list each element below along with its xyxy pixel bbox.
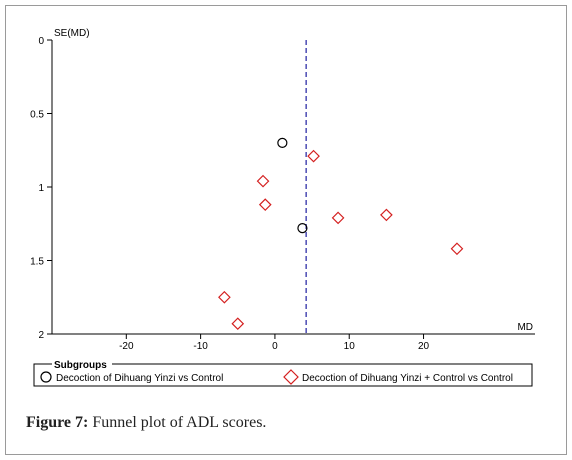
diamond-point — [256, 174, 270, 188]
y-axis-label: SE(MD) — [54, 28, 90, 39]
caption-label: Figure 7: — [26, 414, 89, 431]
x-axis-label: MD — [517, 322, 533, 333]
caption-text: Funnel plot of ADL scores. — [88, 414, 267, 431]
y-tick-label: 0.5 — [30, 110, 44, 121]
circle-point — [297, 223, 308, 234]
diamond-point — [231, 317, 245, 331]
legend-title-bg — [52, 358, 112, 370]
figure-caption: Figure 7: Funnel plot of ADL scores. — [26, 414, 266, 432]
diamond-point — [331, 211, 345, 225]
legend-circle-icon — [40, 371, 52, 383]
diamond-point — [218, 290, 231, 304]
x-tick-label: 0 — [272, 341, 278, 352]
legend-box — [33, 363, 533, 387]
legend-title: Subgroups — [54, 360, 107, 371]
y-tick-label: 1.5 — [30, 257, 44, 268]
y-tick-label: 1 — [38, 183, 44, 194]
legend-item-diamond: Decoction of Dihuang Yinzi + Control vs … — [302, 373, 513, 384]
y-tick-label: 0 — [38, 36, 44, 47]
y-tick-label: 2 — [38, 330, 44, 341]
figure-frame — [5, 5, 567, 455]
plot-marks — [218, 137, 464, 331]
diamond-point — [450, 242, 464, 256]
x-tick-label: 20 — [418, 341, 430, 352]
x-tick-label: -10 — [193, 341, 208, 352]
circle-point — [277, 137, 288, 148]
legend-diamond-icon — [283, 369, 299, 385]
diamond-point — [258, 198, 272, 211]
x-tick-label: -20 — [119, 341, 134, 352]
legend-item-circle: Decoction of Dihuang Yinzi vs Control — [56, 373, 223, 384]
legend: Subgroups Decoction of Dihuang Yinzi vs … — [33, 358, 533, 387]
plot-axes: 0 0.5 1 1.5 2 -20 -10 0 10 20 — [30, 36, 535, 352]
diamond-point — [380, 208, 393, 222]
x-tick-label: 10 — [344, 341, 356, 352]
diamond-point — [307, 149, 320, 163]
